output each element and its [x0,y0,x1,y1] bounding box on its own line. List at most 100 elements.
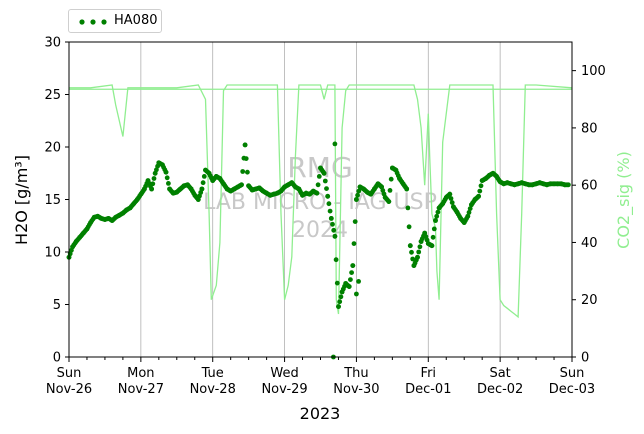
h2o-point [418,239,424,244]
h2o-point [70,244,75,250]
h2o-point [332,141,338,147]
x-tick-day: Thu [343,366,368,381]
h2o-point [131,201,137,207]
h2o-point [405,205,411,211]
y-left-tick-label: 10 [44,246,61,261]
h2o-point [483,176,489,181]
axes: 051015202530020406080100SunNov-26MonNov-… [44,36,605,398]
h2o-point [447,191,453,197]
x-tick-day: Tue [201,366,224,381]
h2o-point [127,205,133,211]
h2o-point [201,174,207,179]
h2o-point [134,197,140,202]
h2o-point [321,170,327,176]
h2o-point [210,178,216,184]
h2o-point [406,224,412,230]
h2o-point [310,188,316,194]
h2o-point [296,186,302,192]
h2o-point [246,183,252,189]
h2o-point [430,234,436,240]
x-tick-day: Sun [57,366,82,381]
h2o-point [494,174,499,179]
y-right-tick-label: 40 [581,236,598,251]
h2o-point [278,188,284,194]
h2o-point [390,165,395,171]
h2o-point [407,243,413,249]
x-tick-date: Dec-03 [549,382,595,397]
y-left-tick-label: 20 [44,141,61,156]
co2-series [69,84,573,319]
h2o-point [206,170,212,176]
h2o-point [116,212,122,218]
watermark-text: 2024 [292,218,348,243]
x-tick-date: Dec-02 [477,382,523,397]
x-tick-date: Dec-01 [405,382,451,397]
h2o-point [555,181,560,187]
h2o-point [508,181,514,187]
x-tick-date: Nov-28 [190,382,236,397]
h2o-point [160,162,165,168]
h2o-point [332,233,338,239]
h2o-point [243,156,249,162]
h2o-point [354,197,359,202]
h2o-point [81,230,86,236]
h2o-point [537,180,543,186]
h2o-series [66,141,571,360]
h2o-point [192,192,198,198]
h2o-point [465,213,471,219]
y-left-tick-label: 0 [53,351,61,366]
h2o-point [388,176,394,182]
h2o-point [195,197,201,202]
h2o-point [562,182,568,188]
h2o-point [458,216,463,221]
h2o-point [267,192,273,198]
h2o-point [382,195,388,200]
h2o-point [472,197,478,202]
h2o-point [231,186,237,192]
h2o-point [257,185,262,191]
h2o-point [326,201,332,207]
h2o-point [178,186,183,192]
h2o-point [526,182,532,188]
h2o-point [322,178,328,184]
h2o-point [548,181,553,187]
y-axis-left-label: H2O [g/m³] [12,155,31,245]
h2o-point [354,291,359,297]
h2o-point [200,180,206,186]
h2o-point [330,221,335,227]
h2o-point [566,182,571,188]
h2o-point [235,184,241,190]
h2o-point [533,181,539,187]
h2o-point [293,184,298,190]
h2o-point [429,243,435,249]
h2o-point [356,279,361,284]
x-tick-day: Sun [560,366,585,381]
x-tick-day: Mon [127,366,154,381]
h2o-point [167,186,173,192]
h2o-point [416,249,422,255]
h2o-point [324,186,329,192]
x-tick-day: Wed [270,366,298,381]
h2o-point [387,188,393,193]
h2o-point [469,202,474,208]
h2o-point [478,183,484,189]
h2o-point [174,189,180,195]
h2o-point [448,196,454,201]
h2o-point [185,182,191,188]
h2o-point [368,191,374,197]
h2o-point [451,204,456,210]
h2o-point [364,189,370,195]
h2o-point [558,181,564,187]
y-right-tick-label: 80 [581,121,598,136]
h2o-point [519,180,525,186]
h2o-point [73,239,79,244]
h2o-point [163,169,169,175]
h2o-point [490,170,496,176]
h2o-point [333,257,339,263]
h2o-point [156,160,162,166]
h2o-point [501,181,507,187]
h2o-point [260,188,266,194]
h2o-point [479,178,485,184]
y-left-tick-label: 25 [44,88,61,103]
h2o-point [551,181,557,187]
